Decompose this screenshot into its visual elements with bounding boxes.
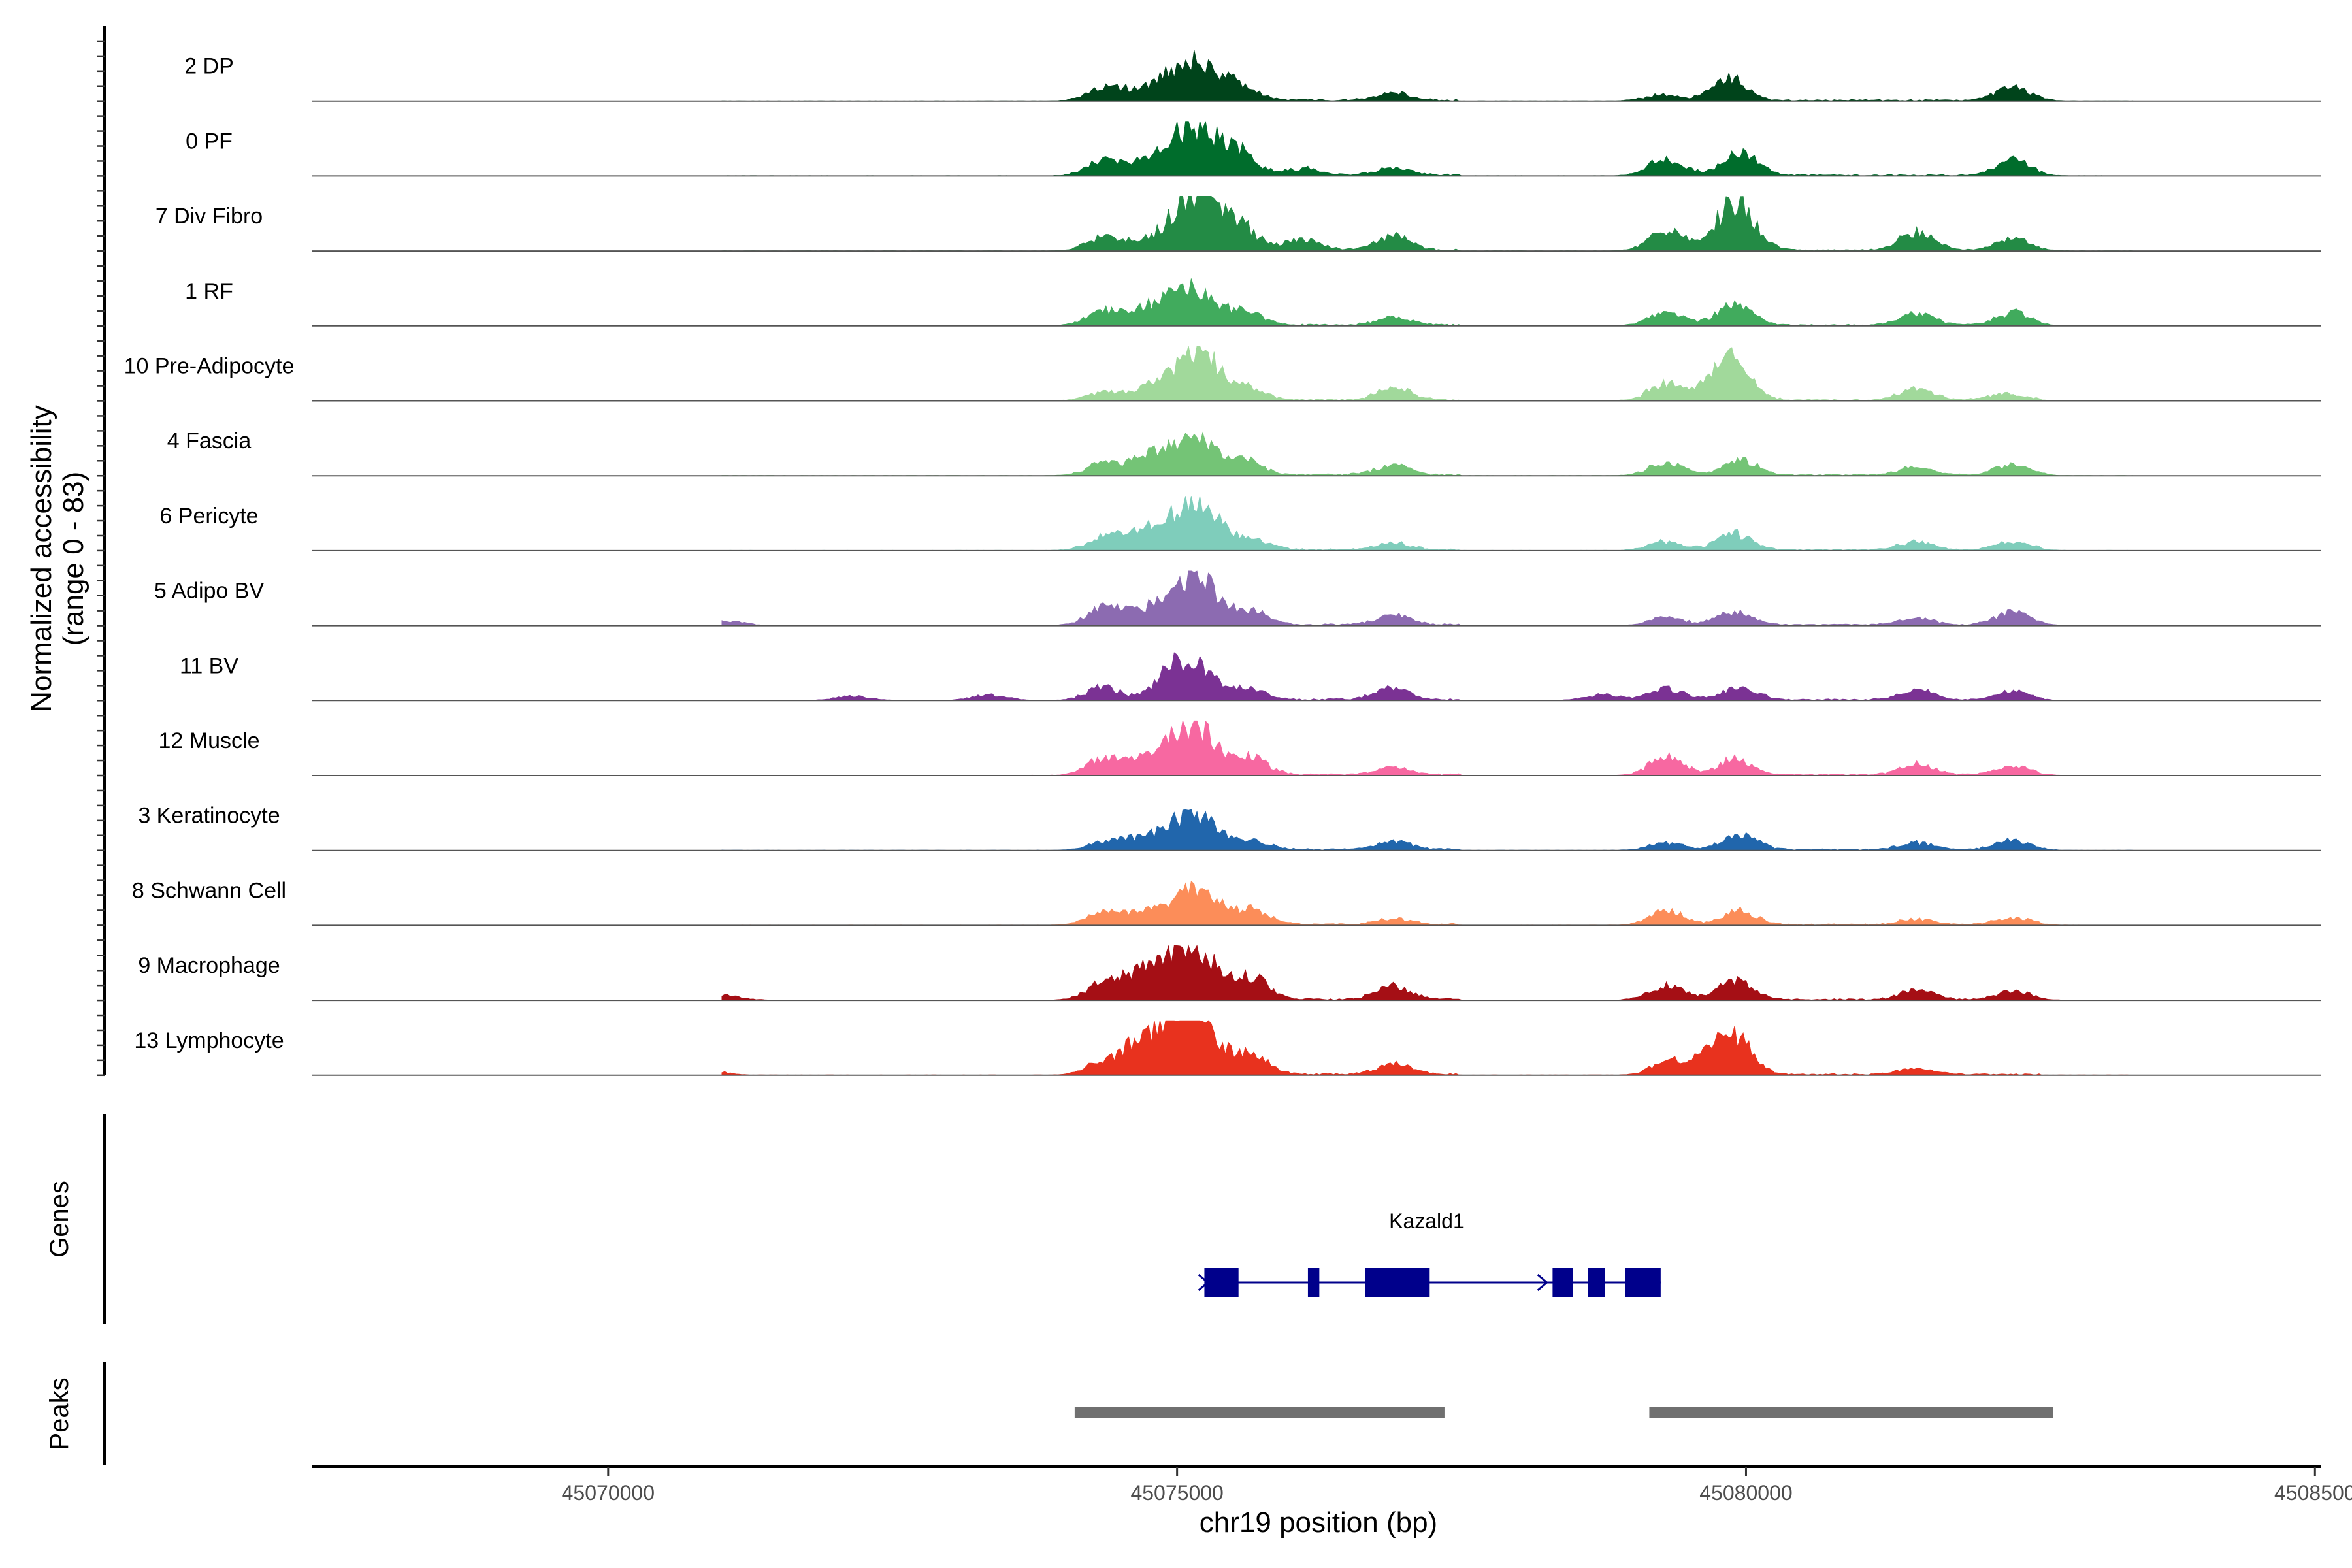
track-8-schwann-cell: 8 Schwann Cell (132, 878, 2321, 926)
track-label: 5 Adipo BV (154, 579, 265, 604)
genes-panel: Genes Kazald1 (45, 1114, 1661, 1324)
x-tick-label: 45070000 (562, 1481, 655, 1505)
track-signal (721, 121, 2134, 176)
track-signal (721, 809, 2134, 851)
track-label: 1 RF (185, 279, 233, 304)
y-axis-range: (range 0 - 83) (57, 472, 90, 646)
track-3-keratinocyte: 3 Keratinocyte (138, 804, 2321, 851)
track-signal (721, 50, 2134, 102)
gene-exon (1625, 1268, 1661, 1297)
track-signal (721, 1020, 2134, 1076)
gene-strand-arrow (1537, 1273, 1548, 1292)
track-signal (721, 944, 2134, 1001)
track-signal (721, 196, 2134, 252)
track-label: 2 DP (184, 54, 234, 79)
x-tick-label: 4508500 (2274, 1481, 2352, 1505)
x-tick-label: 45080000 (1699, 1481, 1792, 1505)
x-axis-title: chr19 position (bp) (1200, 1507, 1437, 1539)
track-signal (721, 496, 2134, 551)
track-2-dp: 2 DP (184, 50, 2321, 102)
track-signal (721, 278, 2134, 327)
gene-exon (1204, 1268, 1239, 1297)
track-signal (721, 880, 2134, 926)
track-5-adipo-bv: 5 Adipo BV (154, 570, 2321, 627)
track-label: 4 Fascia (167, 429, 252, 453)
peak-region (1074, 1407, 1445, 1418)
genes-panel-title: Genes (45, 1181, 74, 1258)
track-signal (721, 570, 2134, 627)
x-axis: 45070000 45075000 45080000 4508500 (312, 1465, 2352, 1505)
track-11-bv: 11 BV (180, 652, 2321, 702)
track-signal (721, 652, 2134, 701)
track-0-pf: 0 PF (186, 121, 2321, 177)
x-tick-label: 45075000 (1130, 1481, 1223, 1505)
track-12-muscle: 12 Muscle (159, 719, 2321, 776)
track-4-fascia: 4 Fascia (167, 429, 2321, 477)
track-label: 13 Lymphocyte (134, 1028, 284, 1053)
track-label: 3 Keratinocyte (138, 804, 280, 828)
track-9-macrophage: 9 Macrophage (138, 944, 2321, 1002)
track-label: 7 Div Fibro (155, 204, 263, 229)
y-axis (97, 26, 106, 1077)
gene-strand-arrow (1198, 1273, 1209, 1292)
gene-exon (1307, 1268, 1320, 1297)
track-10-pre-adipocyte: 10 Pre-Adipocyte (124, 346, 2321, 402)
gene-exon (1552, 1268, 1573, 1297)
track-13-lymphocyte: 13 Lymphocyte (134, 1020, 2321, 1076)
track-7-div-fibro: 7 Div Fibro (155, 196, 2321, 252)
track-label: 10 Pre-Adipocyte (124, 354, 295, 379)
y-axis-title: Normalized accessibility (25, 405, 57, 711)
track-1-rf: 1 RF (185, 278, 2321, 327)
peaks-panel-title: Peaks (45, 1377, 74, 1450)
track-signal (721, 346, 2134, 402)
track-label: 11 BV (180, 653, 238, 678)
track-label: 12 Muscle (159, 728, 260, 753)
peaks-panel: Peaks (45, 1362, 2053, 1465)
track-label: 0 PF (186, 129, 233, 154)
track-6-pericyte: 6 Pericyte (159, 496, 2321, 551)
track-signal (721, 431, 2134, 476)
peak-region (1649, 1407, 2053, 1418)
track-label: 6 Pericyte (159, 504, 258, 529)
gene-exon (1588, 1268, 1605, 1297)
track-label: 8 Schwann Cell (132, 878, 286, 903)
track-label: 9 Macrophage (138, 953, 280, 978)
gene-exon (1365, 1268, 1430, 1297)
accessibility-tracks: 2 DP 0 PF 7 Div Fibro 1 RF 10 Pre-Adipocyte 4… (124, 50, 2321, 1076)
gene-name: Kazald1 (1389, 1209, 1465, 1233)
track-signal (721, 719, 2134, 776)
